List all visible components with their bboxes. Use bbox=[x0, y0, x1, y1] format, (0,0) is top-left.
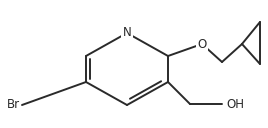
Text: OH: OH bbox=[226, 98, 244, 110]
Text: N: N bbox=[123, 26, 131, 40]
Text: Br: Br bbox=[7, 99, 20, 111]
Text: O: O bbox=[197, 38, 207, 51]
